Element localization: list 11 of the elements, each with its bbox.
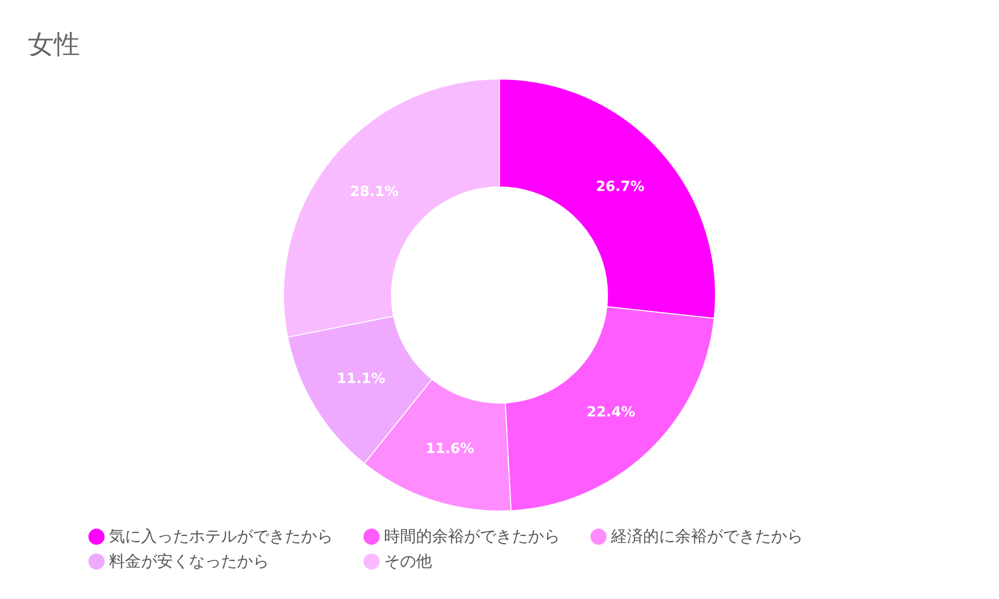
legend-label: 経済的に余裕ができたから: [610, 526, 803, 546]
data-label: 11.6%: [426, 441, 474, 458]
data-label: 22.4%: [586, 404, 636, 421]
legend-label: その他: [384, 552, 432, 570]
data-label: 11.1%: [336, 371, 386, 388]
data-label: 26.7%: [596, 178, 644, 195]
legend-label: 時間的余裕ができたから: [384, 526, 560, 546]
chart-title: 女性: [28, 30, 80, 60]
data-label: 28.1%: [350, 184, 399, 200]
legend-label: 料金が安くなったから: [109, 552, 269, 570]
legend-label: 気に入ったホテルができたから: [109, 526, 333, 546]
